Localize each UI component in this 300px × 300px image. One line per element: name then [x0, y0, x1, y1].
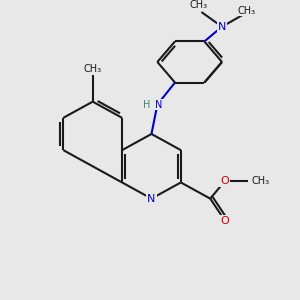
Text: N: N — [218, 22, 226, 32]
Text: H: H — [142, 100, 150, 110]
Text: O: O — [220, 176, 229, 186]
Text: CH₃: CH₃ — [189, 0, 208, 10]
Text: CH₃: CH₃ — [251, 176, 269, 186]
Text: N: N — [155, 100, 163, 110]
Text: N: N — [147, 194, 156, 204]
Text: O: O — [220, 216, 229, 226]
Text: CH₃: CH₃ — [238, 6, 256, 16]
Text: CH₃: CH₃ — [84, 64, 102, 74]
